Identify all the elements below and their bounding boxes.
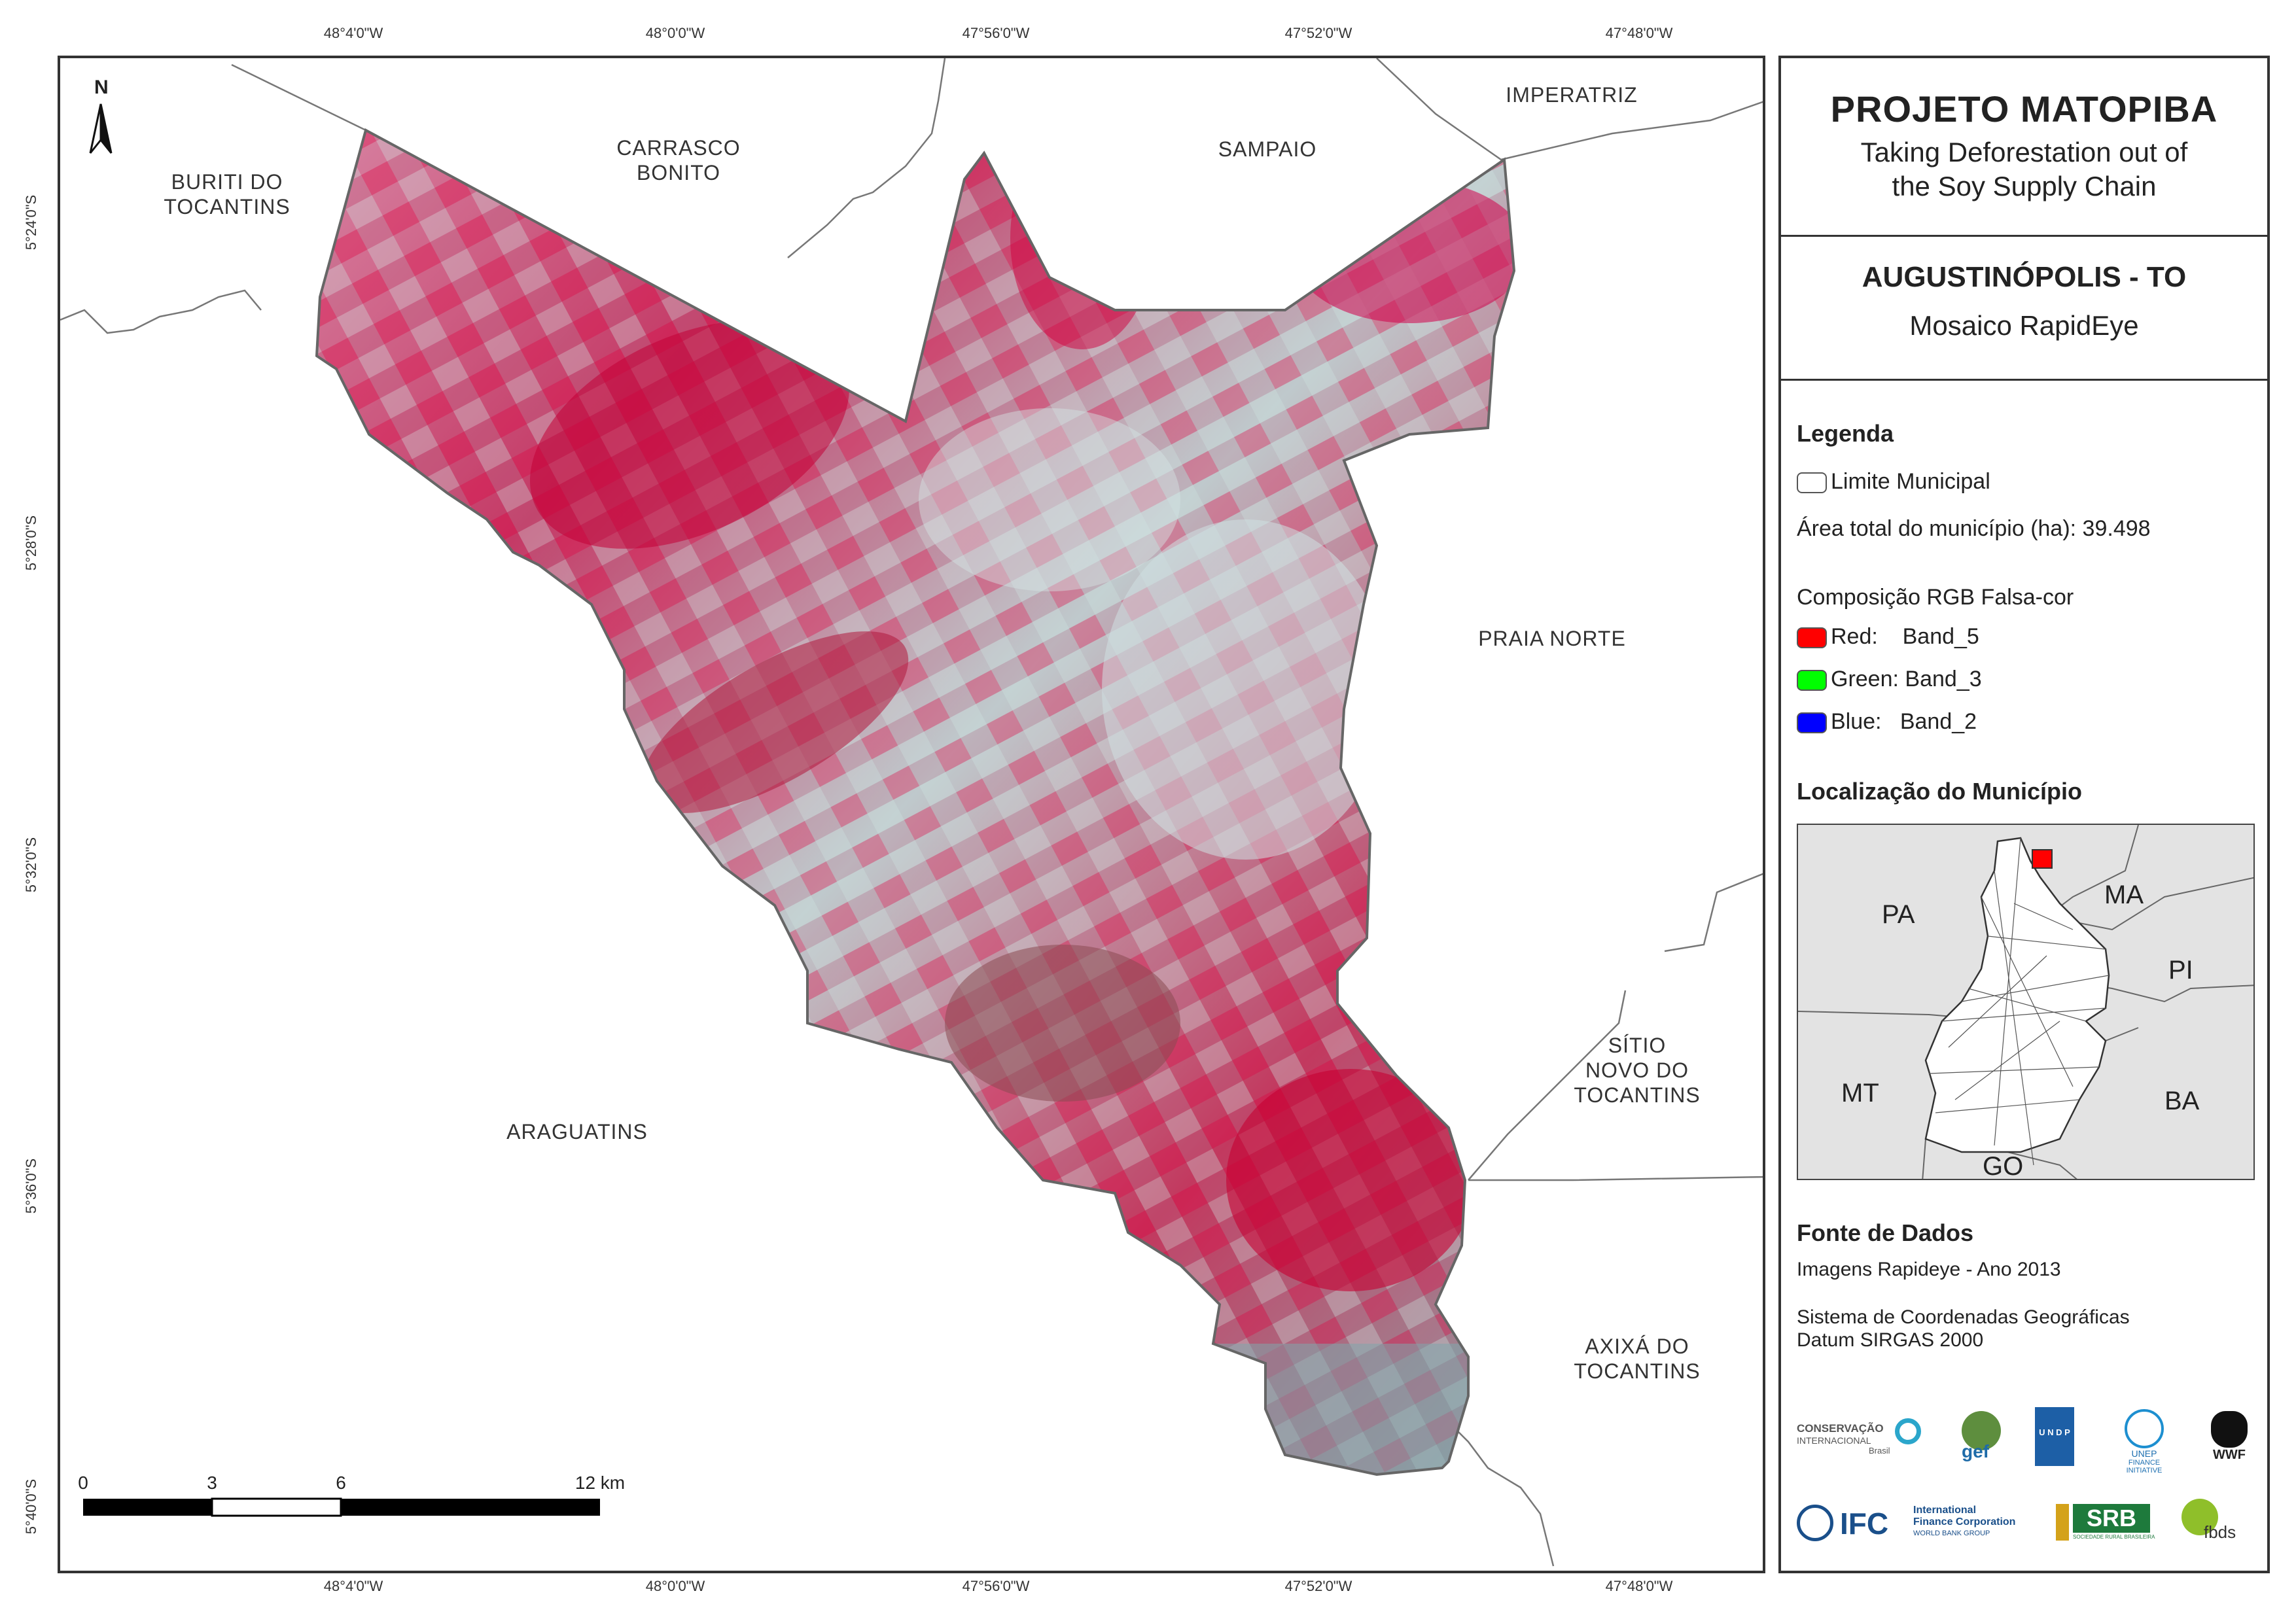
ifc-logo: IFC International Finance Corporation WO… [1797, 1501, 2032, 1546]
map-frame[interactable]: N BURITI DO TOCANTINS CARRASCO BONITO SA… [58, 56, 1765, 1573]
unep-finance-initiative-logo: UNEP FINANCE INITIATIVE [2115, 1409, 2174, 1475]
red-band-swatch [1797, 627, 1827, 648]
mosaic-subtitle: Mosaico RapidEye [1909, 310, 2139, 341]
north-arrow-icon [89, 103, 113, 154]
boundary-swatch [1797, 472, 1827, 493]
coord-bottom-5: 47°48'0"W [1605, 1578, 1673, 1594]
divider-1 [1781, 235, 2267, 237]
place-carrasco-bonito: CARRASCO BONITO [616, 136, 741, 184]
legend-heading: Legenda [1797, 420, 1894, 447]
sources-heading: Fonte de Dados [1797, 1219, 1974, 1246]
rgb-heading: Composição RGB Falsa-cor [1797, 585, 2074, 610]
undp-logo: U N D P [2035, 1407, 2074, 1466]
red-band-label: Red: Band_5 [1831, 624, 1979, 649]
place-imperatriz: IMPERATRIZ [1506, 83, 1638, 107]
inset-label-pi: PI [2168, 956, 2193, 985]
coord-bottom-2: 48°0'0"W [645, 1578, 705, 1594]
coord-top-5: 47°48'0"W [1605, 25, 1673, 41]
coord-top-1: 48°4'0"W [323, 25, 383, 41]
coord-left-1: 5°24'0"S [23, 194, 39, 251]
municipality-title: AUGUSTINÓPOLIS - TO [1862, 261, 2187, 293]
location-heading: Localização do Município [1797, 778, 2083, 805]
scale-bar-graphic [83, 1497, 600, 1517]
subtitle-line-2: the Soy Supply Chain [1892, 171, 2157, 201]
area-label: Área total do município (ha): 39.498 [1797, 516, 2151, 541]
coord-left-3: 5°32'0"S [23, 837, 39, 893]
satellite-imagery [317, 130, 1514, 1475]
coord-top-2: 48°0'0"W [645, 25, 705, 41]
coord-bottom-4: 47°52'0"W [1284, 1578, 1352, 1594]
coord-left-4: 5°36'0"S [23, 1158, 39, 1214]
scale-label-0: 0 [78, 1473, 88, 1493]
green-band-swatch [1797, 670, 1827, 691]
subtitle-line-1: Taking Deforestation out of [1860, 137, 2188, 167]
north-label: N [94, 77, 109, 98]
coord-bottom-1: 48°4'0"W [323, 1578, 383, 1594]
boundary-label: Limite Municipal [1831, 469, 1990, 494]
place-buriti-do-tocantins: BURITI DO TOCANTINS [164, 170, 291, 218]
coord-top-3: 47°56'0"W [962, 25, 1030, 41]
conservacao-internacional-logo: CONSERVAÇÃO INTERNACIONAL Brasil [1797, 1418, 1941, 1456]
sources-line-2: Sistema de Coordenadas Geográficas [1797, 1306, 2130, 1328]
project-title: PROJETO MATOPIBA [1830, 88, 2218, 130]
legend-panel: PROJETO MATOPIBA Taking Deforestation ou… [1778, 56, 2270, 1573]
place-sitio-novo-do-tocantins: SÍTIO NOVO DO TOCANTINS [1574, 1034, 1701, 1107]
sources-line-3: Datum SIRGAS 2000 [1797, 1329, 1984, 1351]
place-axixa-do-tocantins: AXIXÁ DO TOCANTINS [1574, 1335, 1701, 1383]
inset-label-go: GO [1983, 1152, 2024, 1180]
blue-band-swatch [1797, 712, 1827, 733]
srb-logo: SRB SOCIEDADE RURAL BRASILEIRA [2056, 1503, 2155, 1548]
satellite-map [60, 58, 1763, 1567]
location-inset-map[interactable]: PA MA PI MT BA GO [1797, 824, 2255, 1180]
place-araguatins: ARAGUATINS [506, 1120, 648, 1143]
green-band-label: Green: Band_3 [1831, 667, 1982, 691]
coord-left-5: 5°40'0"S [23, 1478, 39, 1535]
sources-line-1: Imagens Rapideye - Ano 2013 [1797, 1259, 2061, 1280]
coord-top-4: 47°52'0"W [1284, 25, 1352, 41]
divider-2 [1781, 379, 2267, 381]
place-sampaio: SAMPAIO [1218, 137, 1317, 161]
scale-label-12km: 12 km [574, 1473, 626, 1493]
blue-band-label: Blue: Band_2 [1831, 709, 1977, 734]
scale-label-6: 6 [336, 1473, 346, 1493]
coord-bottom-3: 47°56'0"W [962, 1578, 1030, 1594]
project-subtitle: Taking Deforestation out of the Soy Supp… [1781, 135, 2267, 203]
inset-label-ba: BA [2164, 1087, 2200, 1115]
scale-label-3: 3 [207, 1473, 217, 1493]
neighbor-boundaries [60, 58, 1763, 1567]
gef-logo: gef [1956, 1411, 2009, 1463]
inset-map-graphic [1798, 825, 2253, 1179]
wwf-logo: WWF [2206, 1411, 2252, 1463]
inset-label-mt: MT [1841, 1079, 1879, 1108]
inset-label-pa: PA [1882, 900, 1915, 929]
coord-left-2: 5°28'0"S [23, 515, 39, 571]
inset-label-ma: MA [2104, 881, 2144, 909]
fbds-logo: fbds [2179, 1497, 2244, 1550]
place-praia-norte: PRAIA NORTE [1478, 627, 1626, 650]
